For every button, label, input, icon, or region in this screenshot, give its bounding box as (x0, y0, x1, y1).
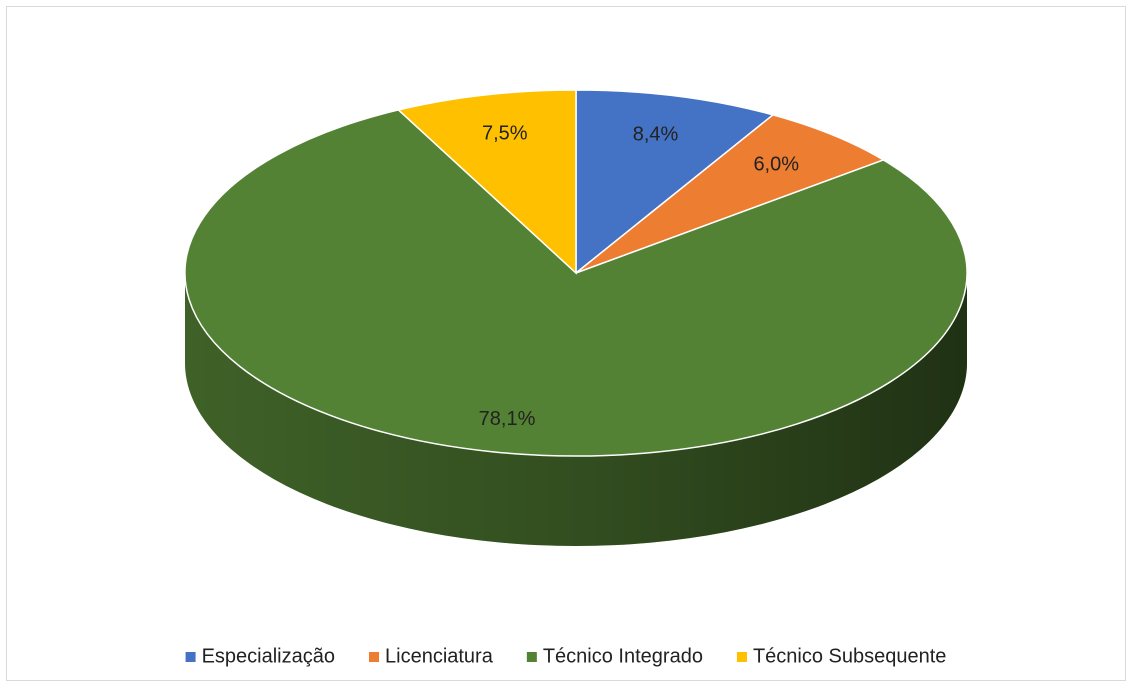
legend-label: Técnico Subsequente (753, 645, 946, 667)
legend-swatch (526, 652, 537, 662)
pie: 8,4% 6,0% 78,1% 7,5% (184, 89, 968, 546)
data-label: 78,1% (479, 408, 536, 430)
legend-swatch (185, 652, 196, 662)
data-label: 7,5% (482, 122, 528, 144)
slice (184, 109, 968, 457)
slice (575, 114, 886, 274)
legend-label: Técnico Integrado (543, 645, 703, 667)
slice (575, 89, 775, 275)
legend-label: Especialização (202, 645, 335, 667)
slice (396, 89, 577, 275)
slice-side-shade (185, 273, 967, 546)
legend-swatch (369, 652, 379, 662)
data-label: 6,0% (753, 154, 799, 176)
data-label: 8,4% (633, 123, 679, 145)
legend: Especialização Licenciatura Técnico Integr… (185, 645, 946, 667)
legend-swatch (736, 652, 747, 662)
legend-label: Licenciatura (385, 645, 494, 667)
